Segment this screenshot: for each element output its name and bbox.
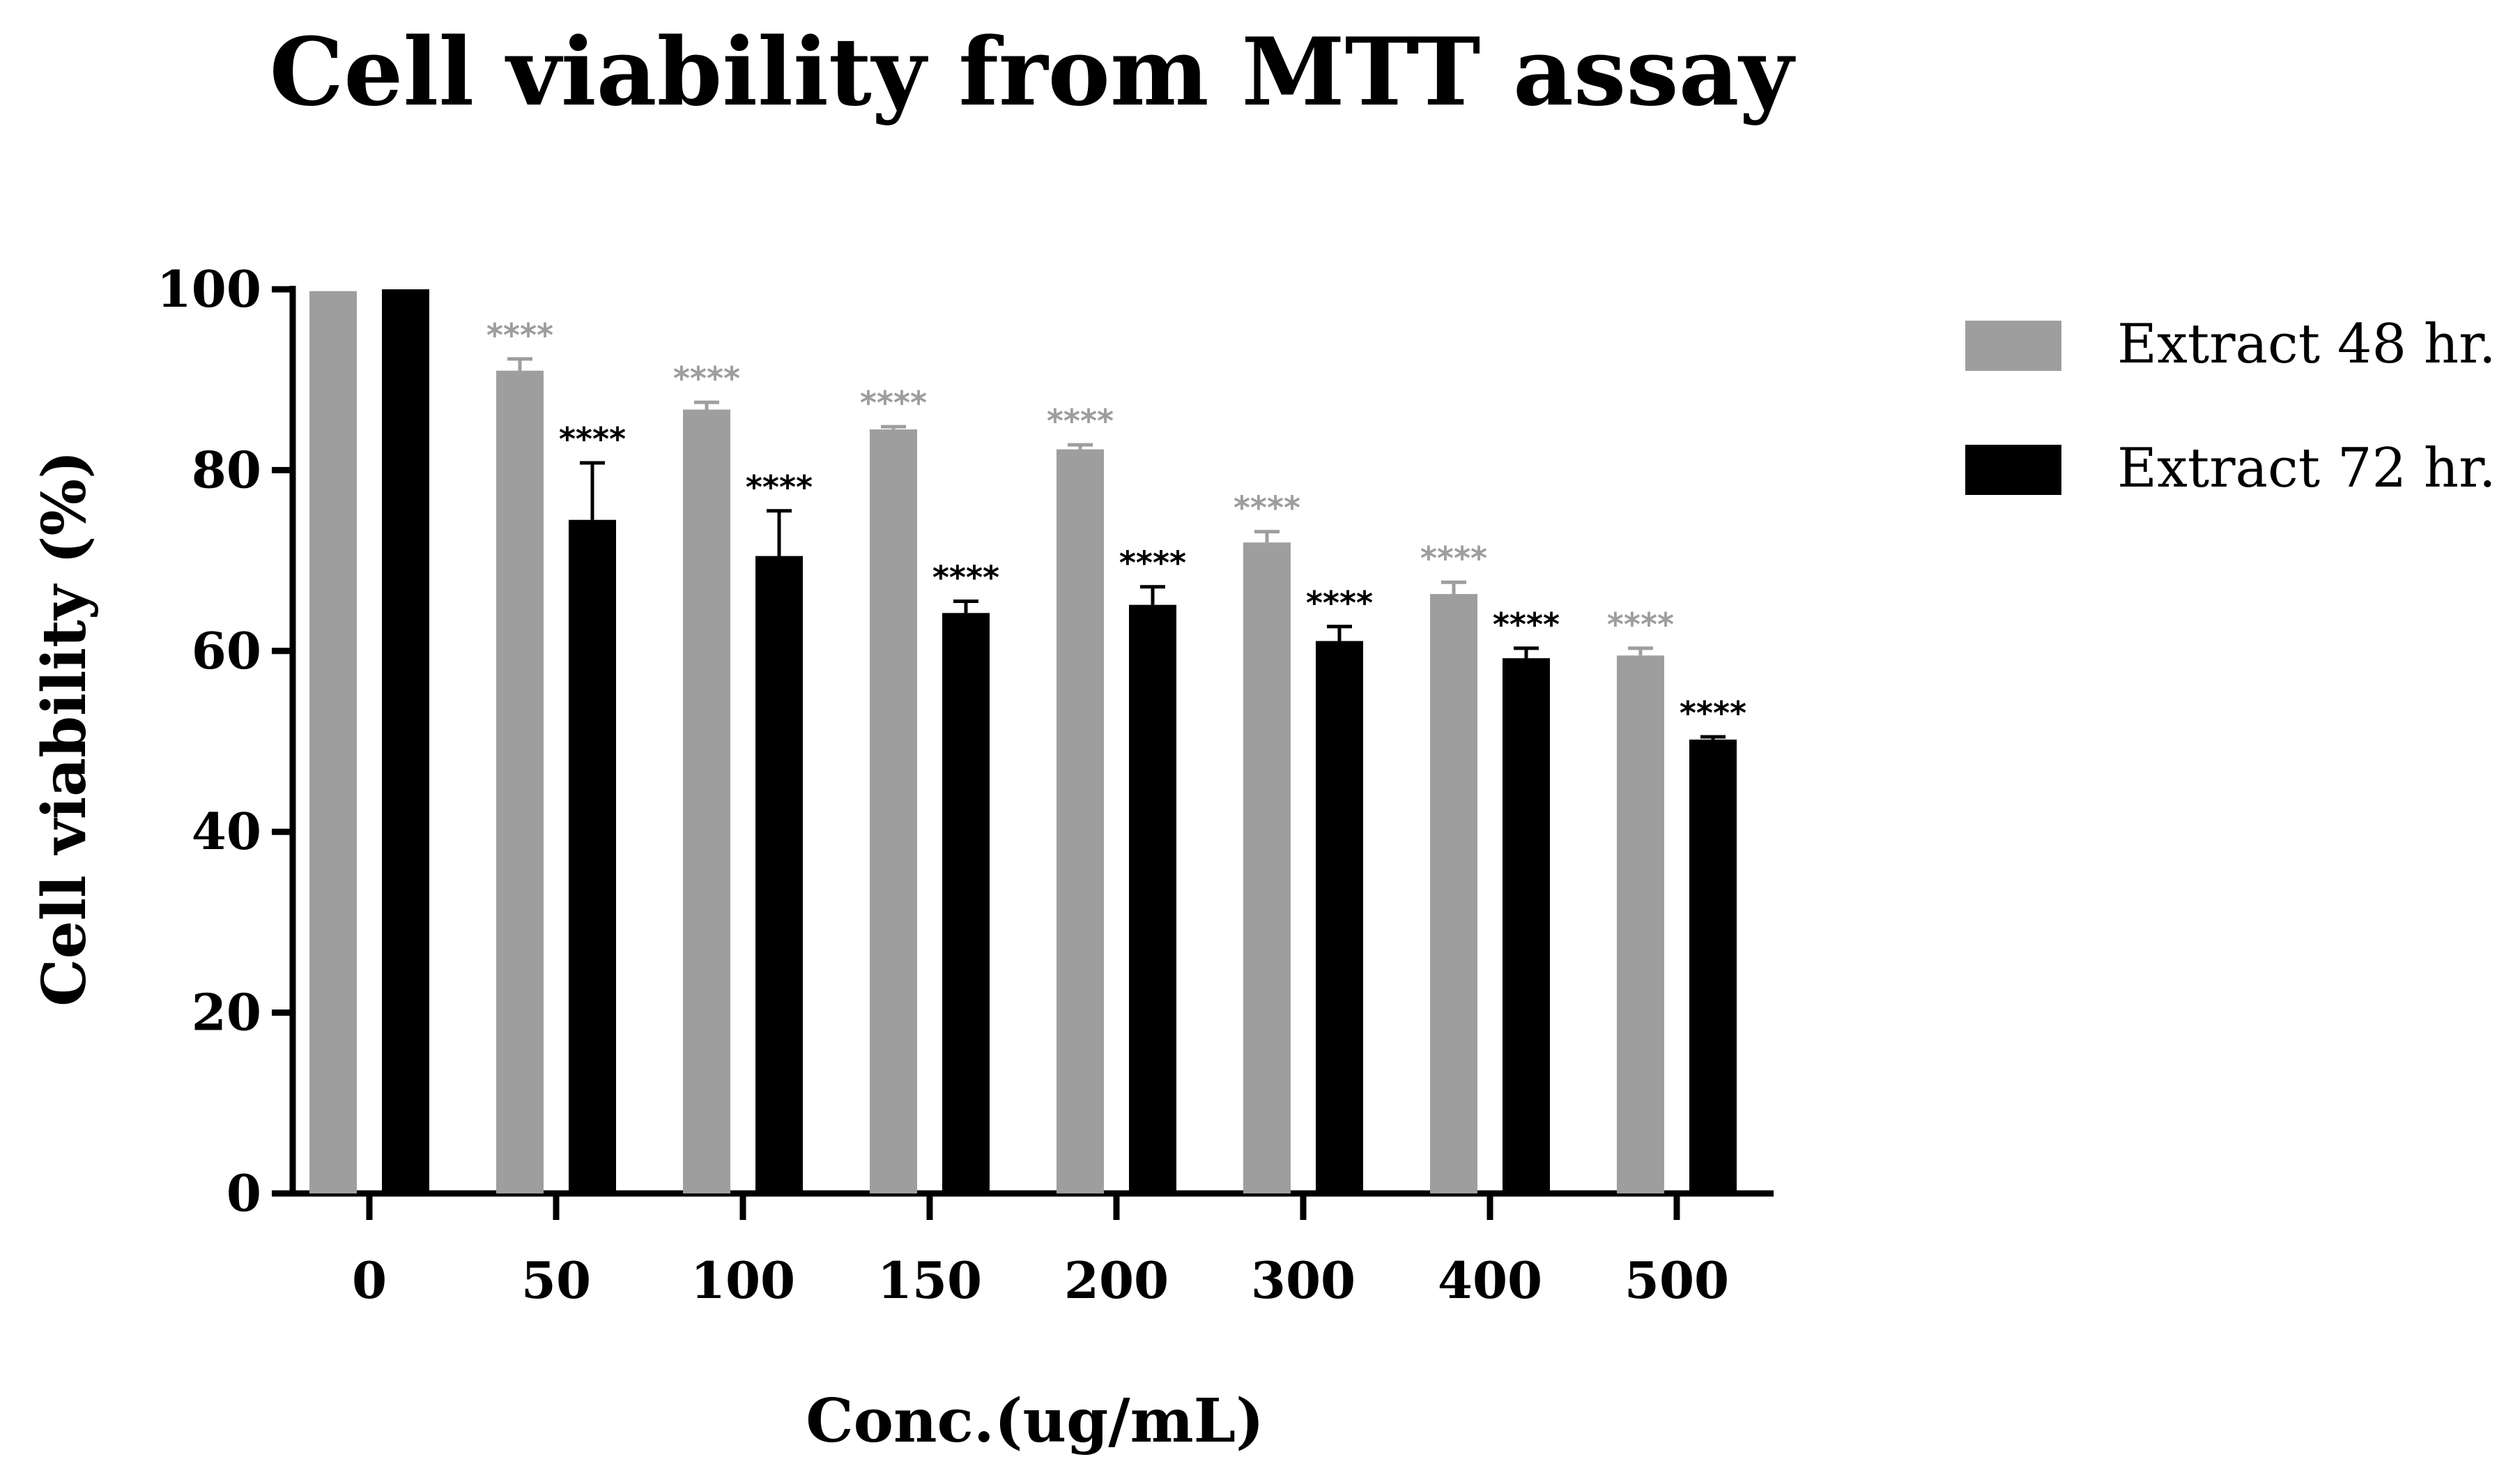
bar-extract-48hr (496, 370, 544, 1193)
y-tick-label: 20 (192, 983, 261, 1042)
significance-label: **** (1234, 489, 1300, 527)
x-axis-label: Conc.(ug/mL) (806, 1386, 1264, 1456)
significance-label: **** (1119, 544, 1186, 582)
bar-extract-48hr (309, 291, 357, 1193)
chart-title: Cell viability from MTT assay (270, 17, 1797, 127)
bar-extract-72hr (1129, 604, 1176, 1193)
significance-label: **** (1420, 540, 1487, 577)
y-tick-label: 40 (192, 802, 261, 861)
significance-label: **** (1607, 606, 1674, 643)
x-tick-label: 100 (691, 1251, 795, 1310)
y-tick-label: 80 (192, 440, 261, 499)
bar-extract-48hr (1057, 449, 1104, 1193)
significance-label: **** (1493, 606, 1560, 643)
y-axis-label: Cell viability (%) (29, 450, 100, 1007)
significance-label: **** (673, 360, 740, 397)
x-tick-label: 50 (521, 1251, 591, 1310)
bar-extract-48hr (1430, 594, 1477, 1193)
legend: Extract 48 hr. Extract 72 hr. (1965, 313, 2496, 500)
x-tick-label: 200 (1064, 1251, 1169, 1310)
bar-extract-48hr (1243, 542, 1291, 1193)
bar-extract-72hr (755, 556, 803, 1193)
bar-extract-72hr (569, 519, 616, 1193)
y-tick-label: 100 (157, 259, 261, 319)
significance-label: **** (486, 316, 553, 354)
y-tick-label: 0 (226, 1163, 261, 1223)
y-tick-label: 60 (192, 621, 261, 680)
x-tick-label: 500 (1624, 1251, 1729, 1310)
significance-label: **** (1680, 694, 1746, 732)
bar-extract-48hr (1617, 655, 1664, 1193)
bar-extract-72hr (942, 613, 990, 1193)
significance-label: **** (559, 420, 626, 458)
significance-label: **** (932, 558, 999, 596)
x-tick-label: 300 (1251, 1251, 1355, 1310)
x-tick-label: 0 (352, 1251, 387, 1310)
bar-extract-48hr (870, 429, 917, 1194)
bar-extract-48hr (683, 409, 730, 1193)
x-tick-label: 150 (877, 1251, 982, 1310)
significance-label: **** (860, 384, 927, 422)
bar-extract-72hr (1689, 739, 1737, 1193)
bar-extract-72hr (382, 289, 429, 1193)
legend-label: Extract 48 hr. (2117, 313, 2496, 376)
significance-label: **** (746, 468, 813, 506)
bar-extract-72hr (1316, 641, 1363, 1193)
legend-swatch (1965, 445, 2061, 495)
significance-label: **** (1306, 584, 1373, 622)
bar-extract-72hr (1503, 658, 1550, 1193)
x-tick-label: 400 (1438, 1251, 1542, 1310)
significance-label: **** (1047, 402, 1114, 440)
legend-label: Extract 72 hr. (2117, 437, 2496, 500)
legend-swatch (1965, 321, 2061, 371)
